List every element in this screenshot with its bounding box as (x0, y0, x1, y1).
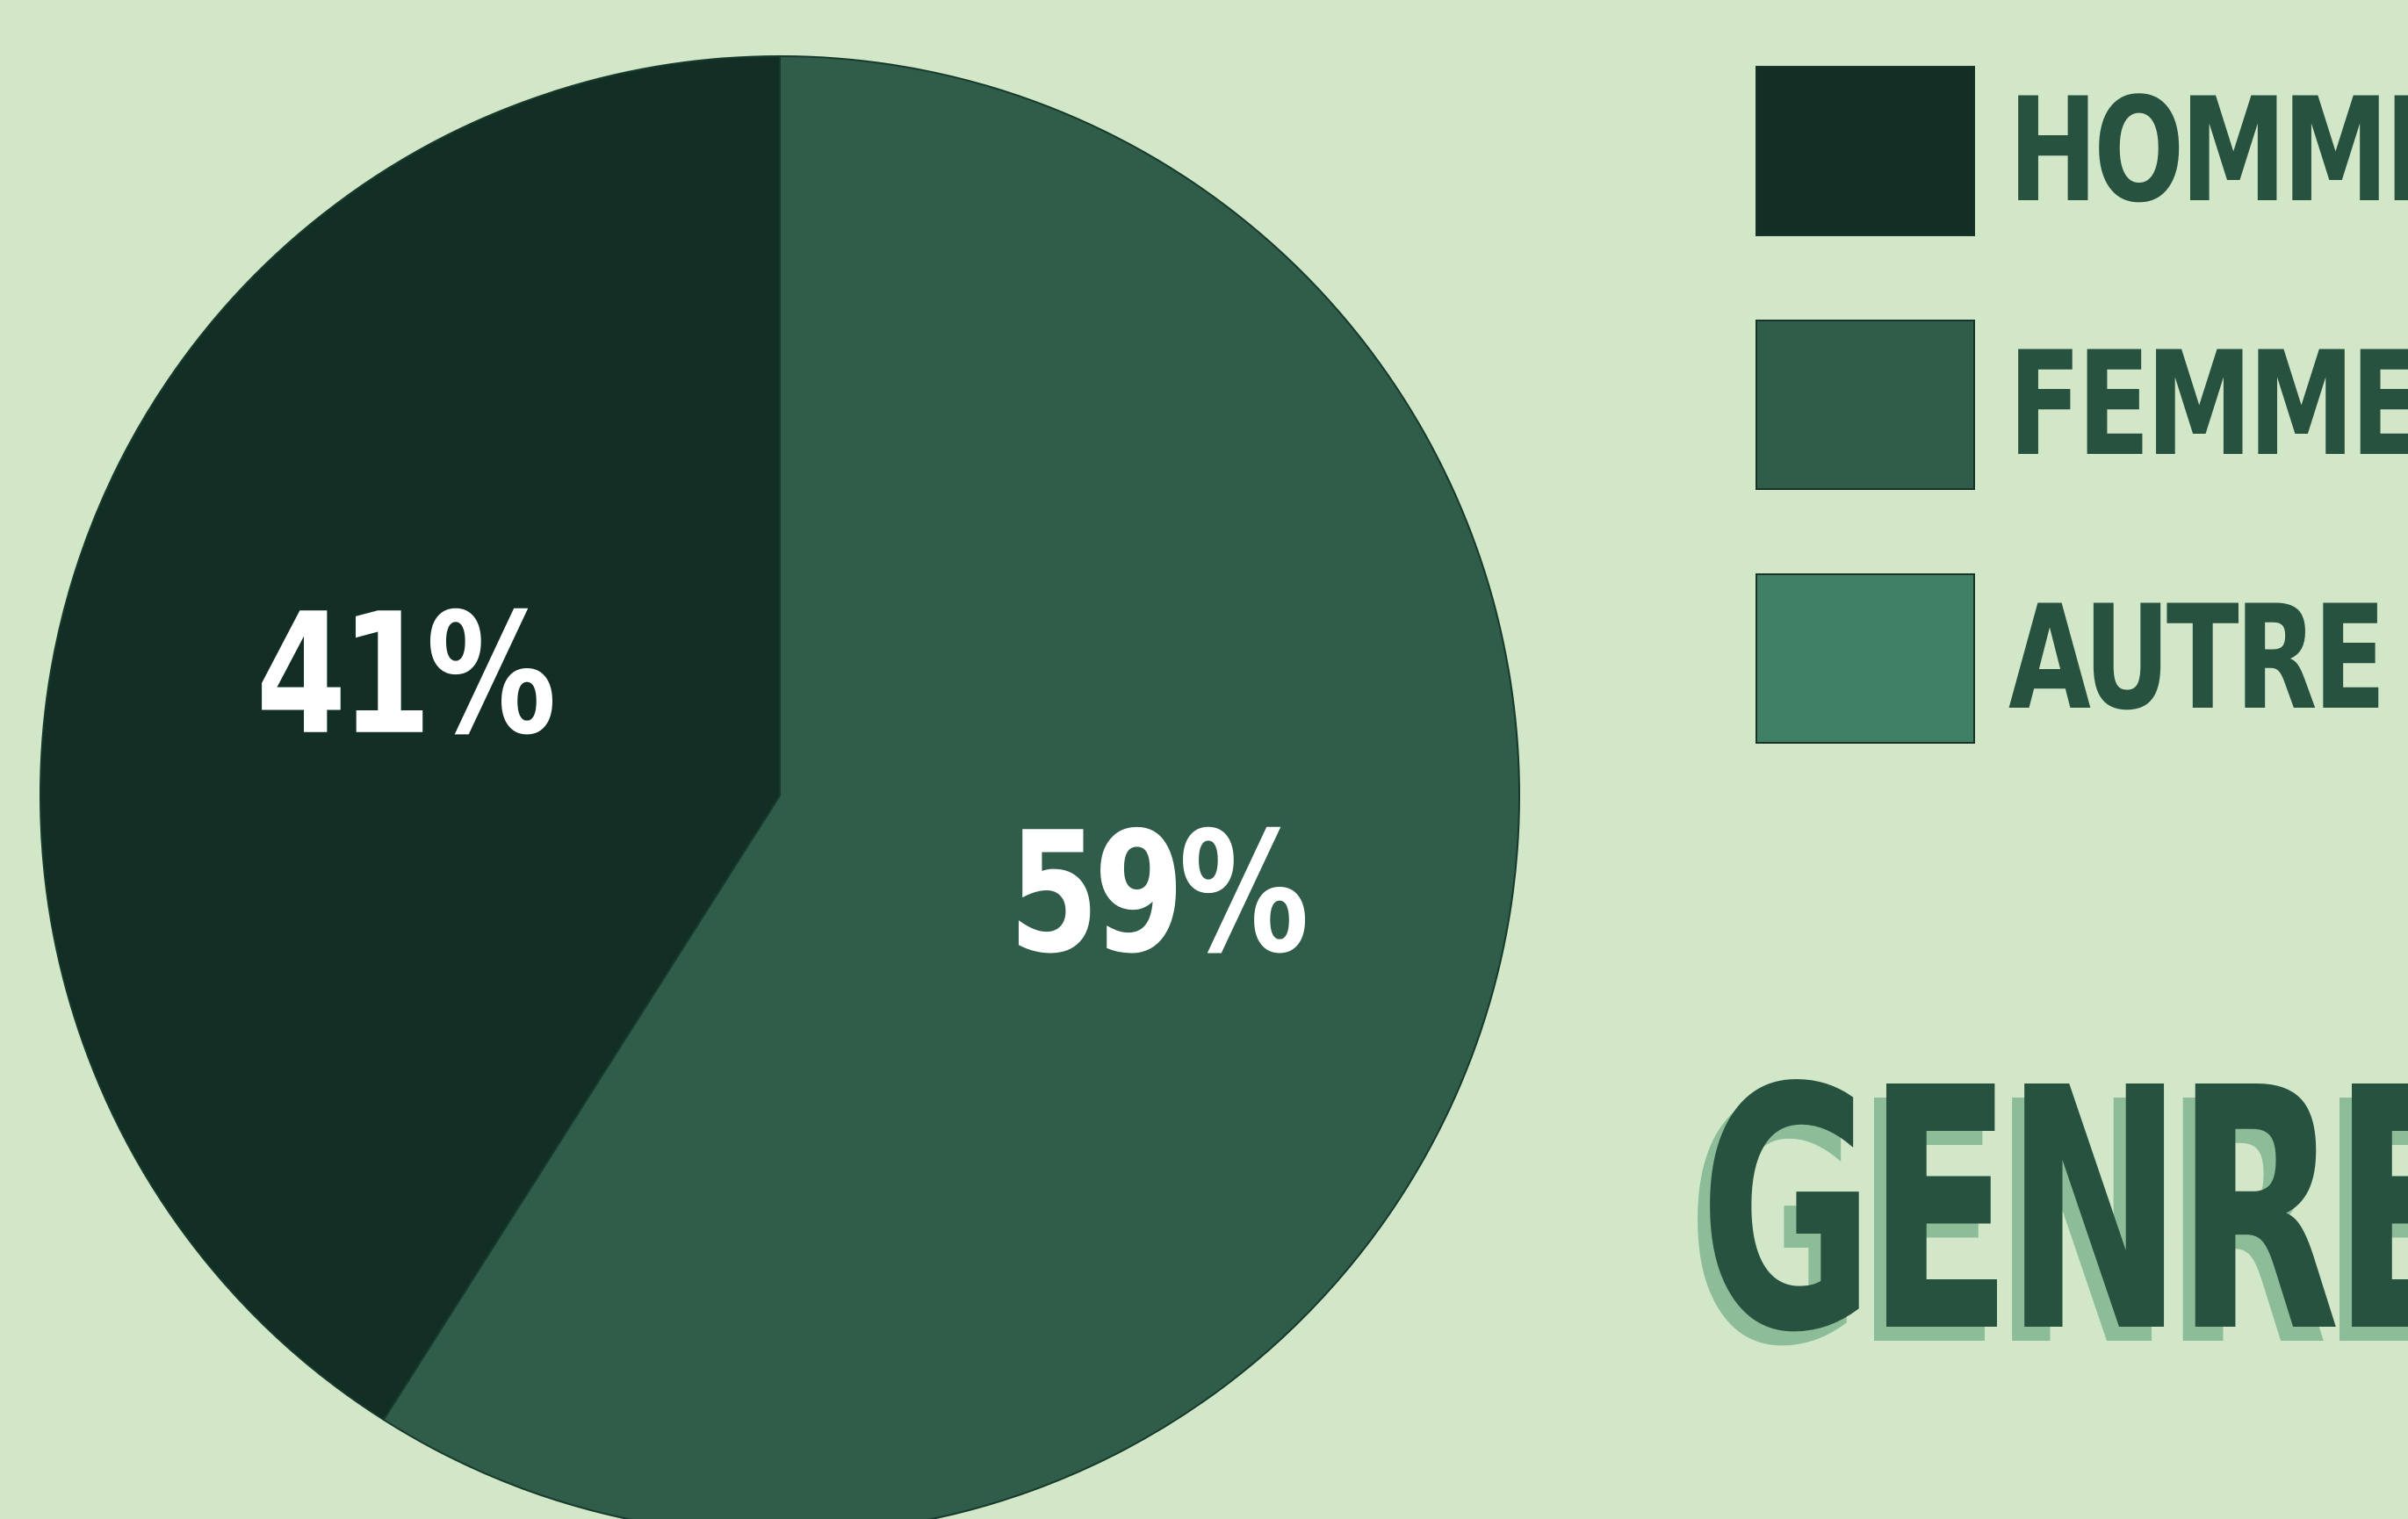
legend-swatch-autre (1756, 573, 1975, 744)
legend-item-homme: HOMME (1756, 66, 2408, 236)
slice-femme (382, 54, 1521, 1519)
slice-homme (40, 54, 781, 1422)
legend-swatch-homme (1756, 66, 1975, 236)
legend-item-autre: AUTRE (1756, 573, 2405, 744)
legend-label-autre: AUTRE (2008, 574, 2386, 742)
pie-slices (40, 54, 1521, 1519)
legend-label-femme: FEMME (2008, 320, 2408, 488)
data-label-femme: 59% (1009, 797, 1306, 991)
legend: HOMME FEMME AUTRE (1756, 66, 2408, 744)
chart-title-text: GENRE (1699, 1017, 2408, 1406)
legend-item-femme: FEMME (1756, 320, 2408, 490)
chart-title-shadow: GENRE (1687, 1031, 2408, 1420)
legend-swatch-femme (1756, 320, 1975, 490)
chart-title: GENRE GENRE (1687, 1045, 2408, 1393)
data-label-homme: 41% (256, 579, 552, 773)
pie-labels: 41% 59% (256, 579, 1310, 991)
legend-label-homme: HOMME (2008, 67, 2408, 234)
